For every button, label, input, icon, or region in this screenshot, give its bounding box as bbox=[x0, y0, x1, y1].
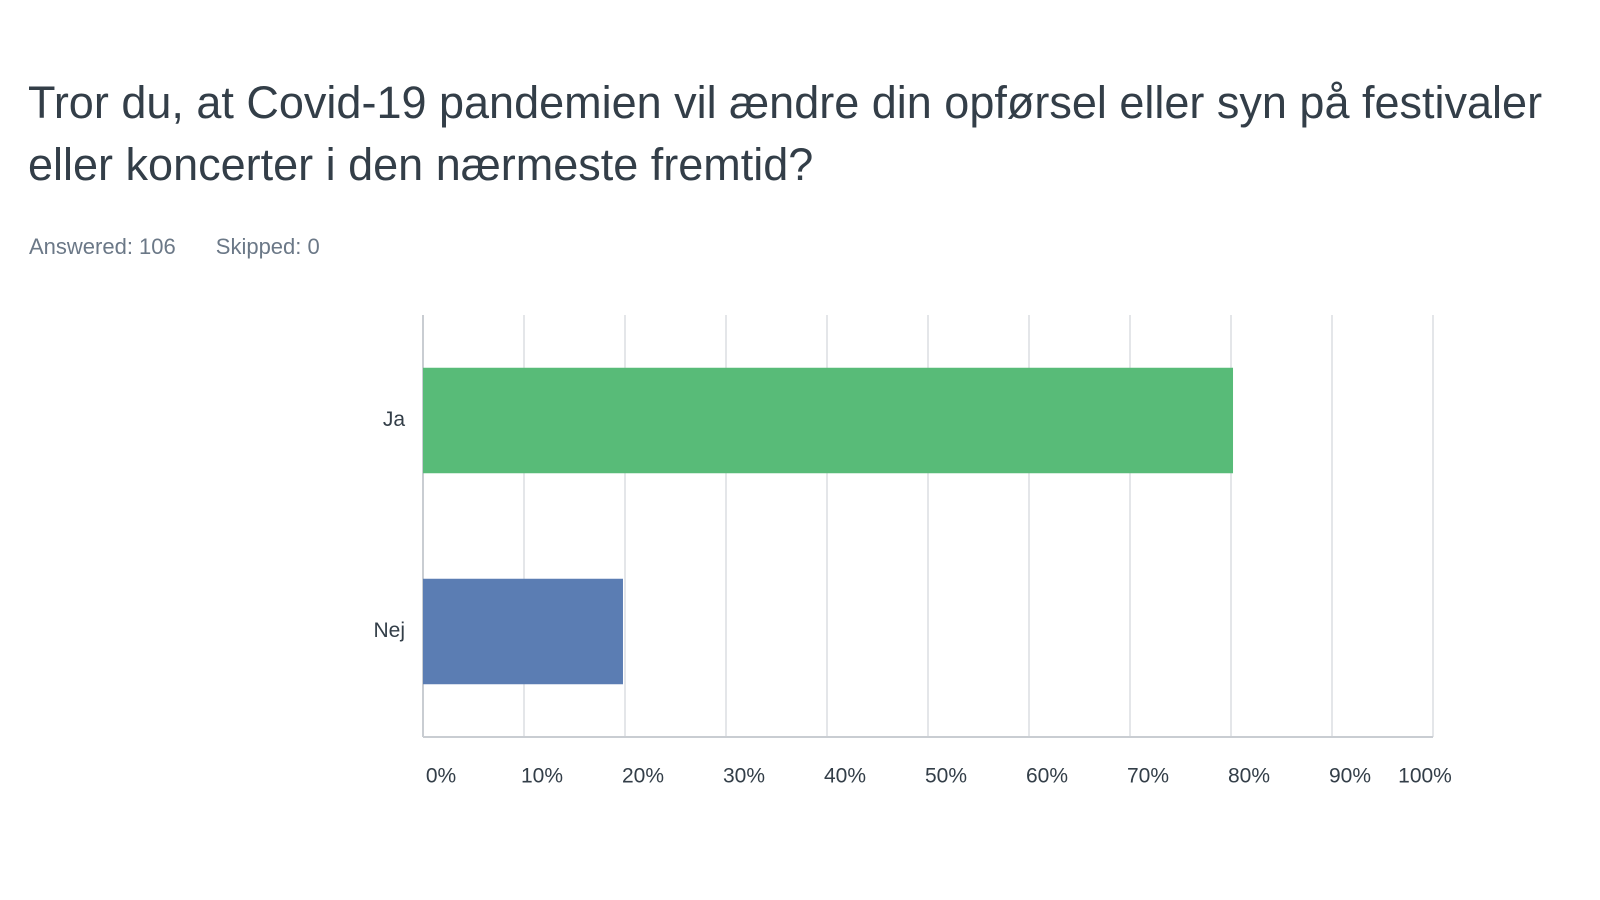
skipped-count: Skipped: 0 bbox=[215, 234, 320, 259]
x-tick-label: 20% bbox=[622, 765, 664, 788]
y-tick-label: Ja bbox=[383, 408, 406, 431]
x-tick-label: 10% bbox=[521, 765, 563, 788]
response-stats: Answered: 106 Skipped: 0 bbox=[29, 234, 360, 260]
answered-count: Answered: 106 bbox=[29, 234, 176, 259]
x-tick-label: 100% bbox=[1398, 765, 1452, 788]
x-tick-label: 30% bbox=[723, 765, 765, 788]
question-title: Tror du, at Covid-19 pandemien vil ændre… bbox=[28, 77, 1543, 190]
x-tick-label: 40% bbox=[824, 765, 866, 788]
bar bbox=[423, 367, 1234, 474]
x-tick-label: 0% bbox=[426, 765, 456, 788]
bar bbox=[423, 578, 623, 685]
x-tick-label: 70% bbox=[1127, 765, 1169, 788]
x-tick-label: 60% bbox=[1026, 765, 1068, 788]
y-tick-label: Nej bbox=[373, 619, 405, 642]
x-tick-label: 90% bbox=[1329, 765, 1371, 788]
x-tick-label: 80% bbox=[1228, 765, 1270, 788]
x-tick-label: 50% bbox=[925, 765, 967, 788]
